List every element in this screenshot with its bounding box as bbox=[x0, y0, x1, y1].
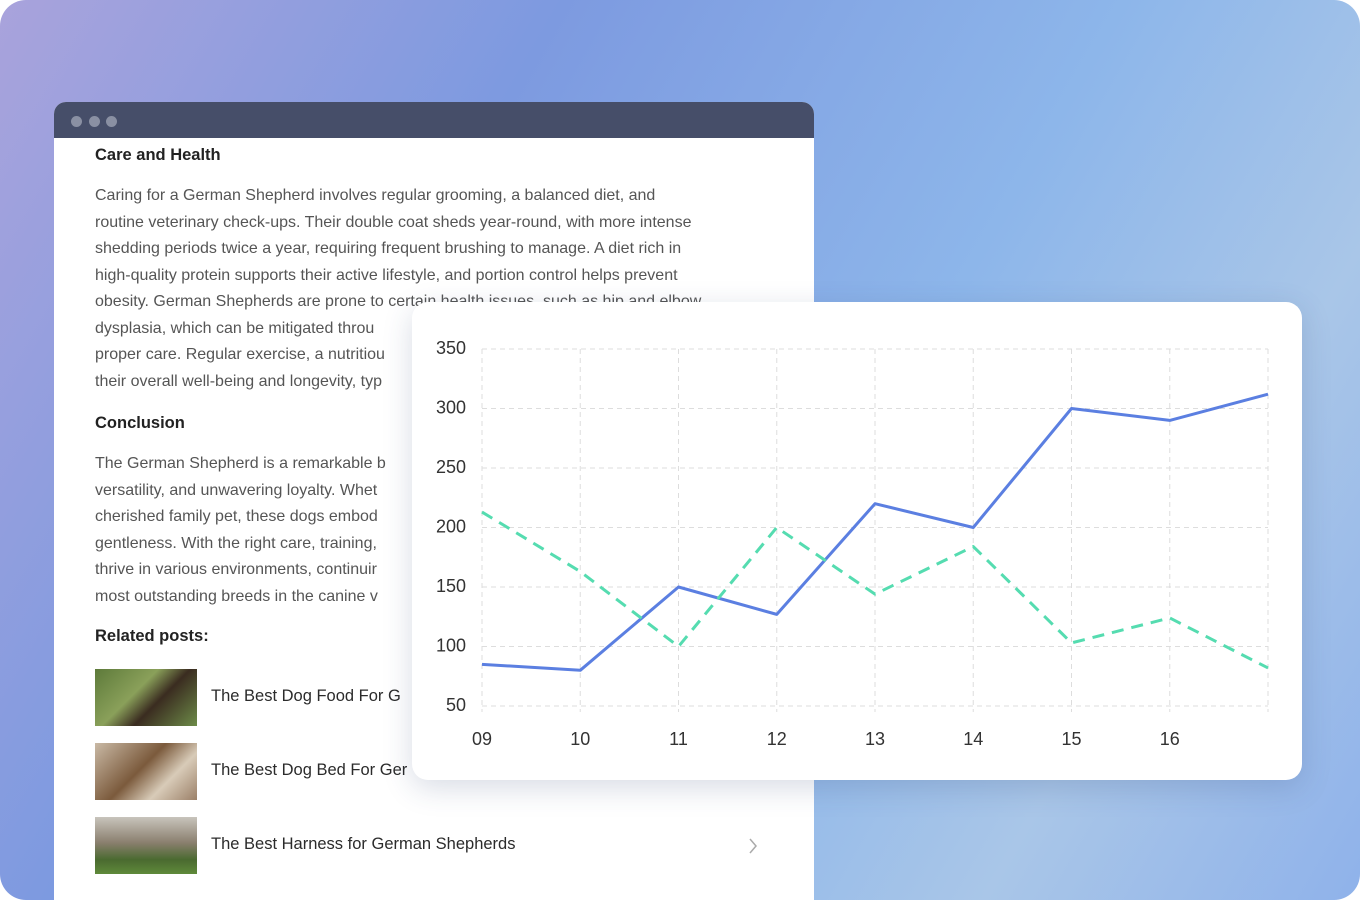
chevron-icon[interactable] bbox=[744, 836, 764, 856]
x-tick-label: 12 bbox=[767, 729, 787, 749]
post-title[interactable]: The Best Harness for German Shepherds bbox=[211, 835, 516, 853]
paragraph-line: routine veterinary check-ups. Their doub… bbox=[95, 213, 692, 231]
section-heading: Conclusion bbox=[95, 414, 185, 432]
paragraph-line: Caring for a German Shepherd involves re… bbox=[95, 187, 656, 204]
paragraph-line: proper care. Regular exercise, a nutriti… bbox=[95, 346, 385, 363]
x-tick-label: 10 bbox=[570, 729, 590, 749]
x-tick-label: 16 bbox=[1160, 729, 1180, 749]
y-tick-label: 350 bbox=[436, 338, 466, 358]
paragraph-line: shedding periods twice a year, requiring… bbox=[95, 240, 682, 257]
paragraph-line: high-quality protein supports their acti… bbox=[95, 266, 678, 284]
window-dot[interactable] bbox=[106, 116, 117, 127]
data-line bbox=[481, 392, 1269, 672]
window-dot[interactable] bbox=[71, 116, 82, 127]
y-tick-label: 50 bbox=[446, 695, 466, 715]
paragraph-line: thrive in various environments, continui… bbox=[95, 561, 377, 578]
x-tick-label: 14 bbox=[963, 729, 983, 749]
paragraph-line: their overall well-being and longevity, … bbox=[95, 372, 382, 390]
post-thumbnail[interactable] bbox=[95, 743, 197, 800]
section-heading: Care and Health bbox=[95, 146, 221, 164]
data-line bbox=[481, 510, 1269, 670]
paragraph-line: cherished family pet, these dogs embod bbox=[95, 508, 378, 525]
title-bar bbox=[54, 102, 814, 138]
paragraph-line: gentleness. With the right care, trainin… bbox=[95, 534, 377, 552]
paragraph-line: versatility, and unwavering loyalty. Whe… bbox=[95, 481, 378, 499]
window-dot[interactable] bbox=[89, 116, 100, 127]
y-tick-label: 300 bbox=[436, 397, 466, 417]
paragraph-line: dysplasia, which can be mitigated throu bbox=[95, 319, 375, 337]
x-tick-label: 15 bbox=[1061, 729, 1081, 749]
post-thumbnail[interactable] bbox=[95, 817, 197, 874]
chart-card: 50 100 150 200 250 300 350 09 10 11 12 13 14 15 16 bbox=[412, 302, 1302, 780]
paragraph-line: The German Shepherd is a remarkable b bbox=[95, 455, 386, 472]
x-tick-label: 13 bbox=[865, 729, 885, 749]
post-thumbnail[interactable] bbox=[95, 669, 197, 726]
y-tick-label: 150 bbox=[436, 576, 466, 596]
chart: 50 100 150 200 250 300 350 09 10 11 12 13 14 15 16 bbox=[436, 338, 1269, 749]
x-tick-label: 11 bbox=[669, 729, 688, 749]
y-tick-label: 250 bbox=[436, 457, 466, 477]
paragraph-line: most outstanding breeds in the canine v bbox=[95, 587, 378, 605]
post-title[interactable]: The Best Dog Food For G bbox=[211, 687, 401, 705]
related-heading: Related posts: bbox=[95, 627, 209, 645]
y-tick-label: 200 bbox=[436, 516, 466, 536]
x-tick-label: 09 bbox=[472, 729, 492, 749]
post-title[interactable]: The Best Dog Bed For Ger bbox=[211, 761, 408, 779]
y-tick-label: 100 bbox=[436, 635, 466, 655]
